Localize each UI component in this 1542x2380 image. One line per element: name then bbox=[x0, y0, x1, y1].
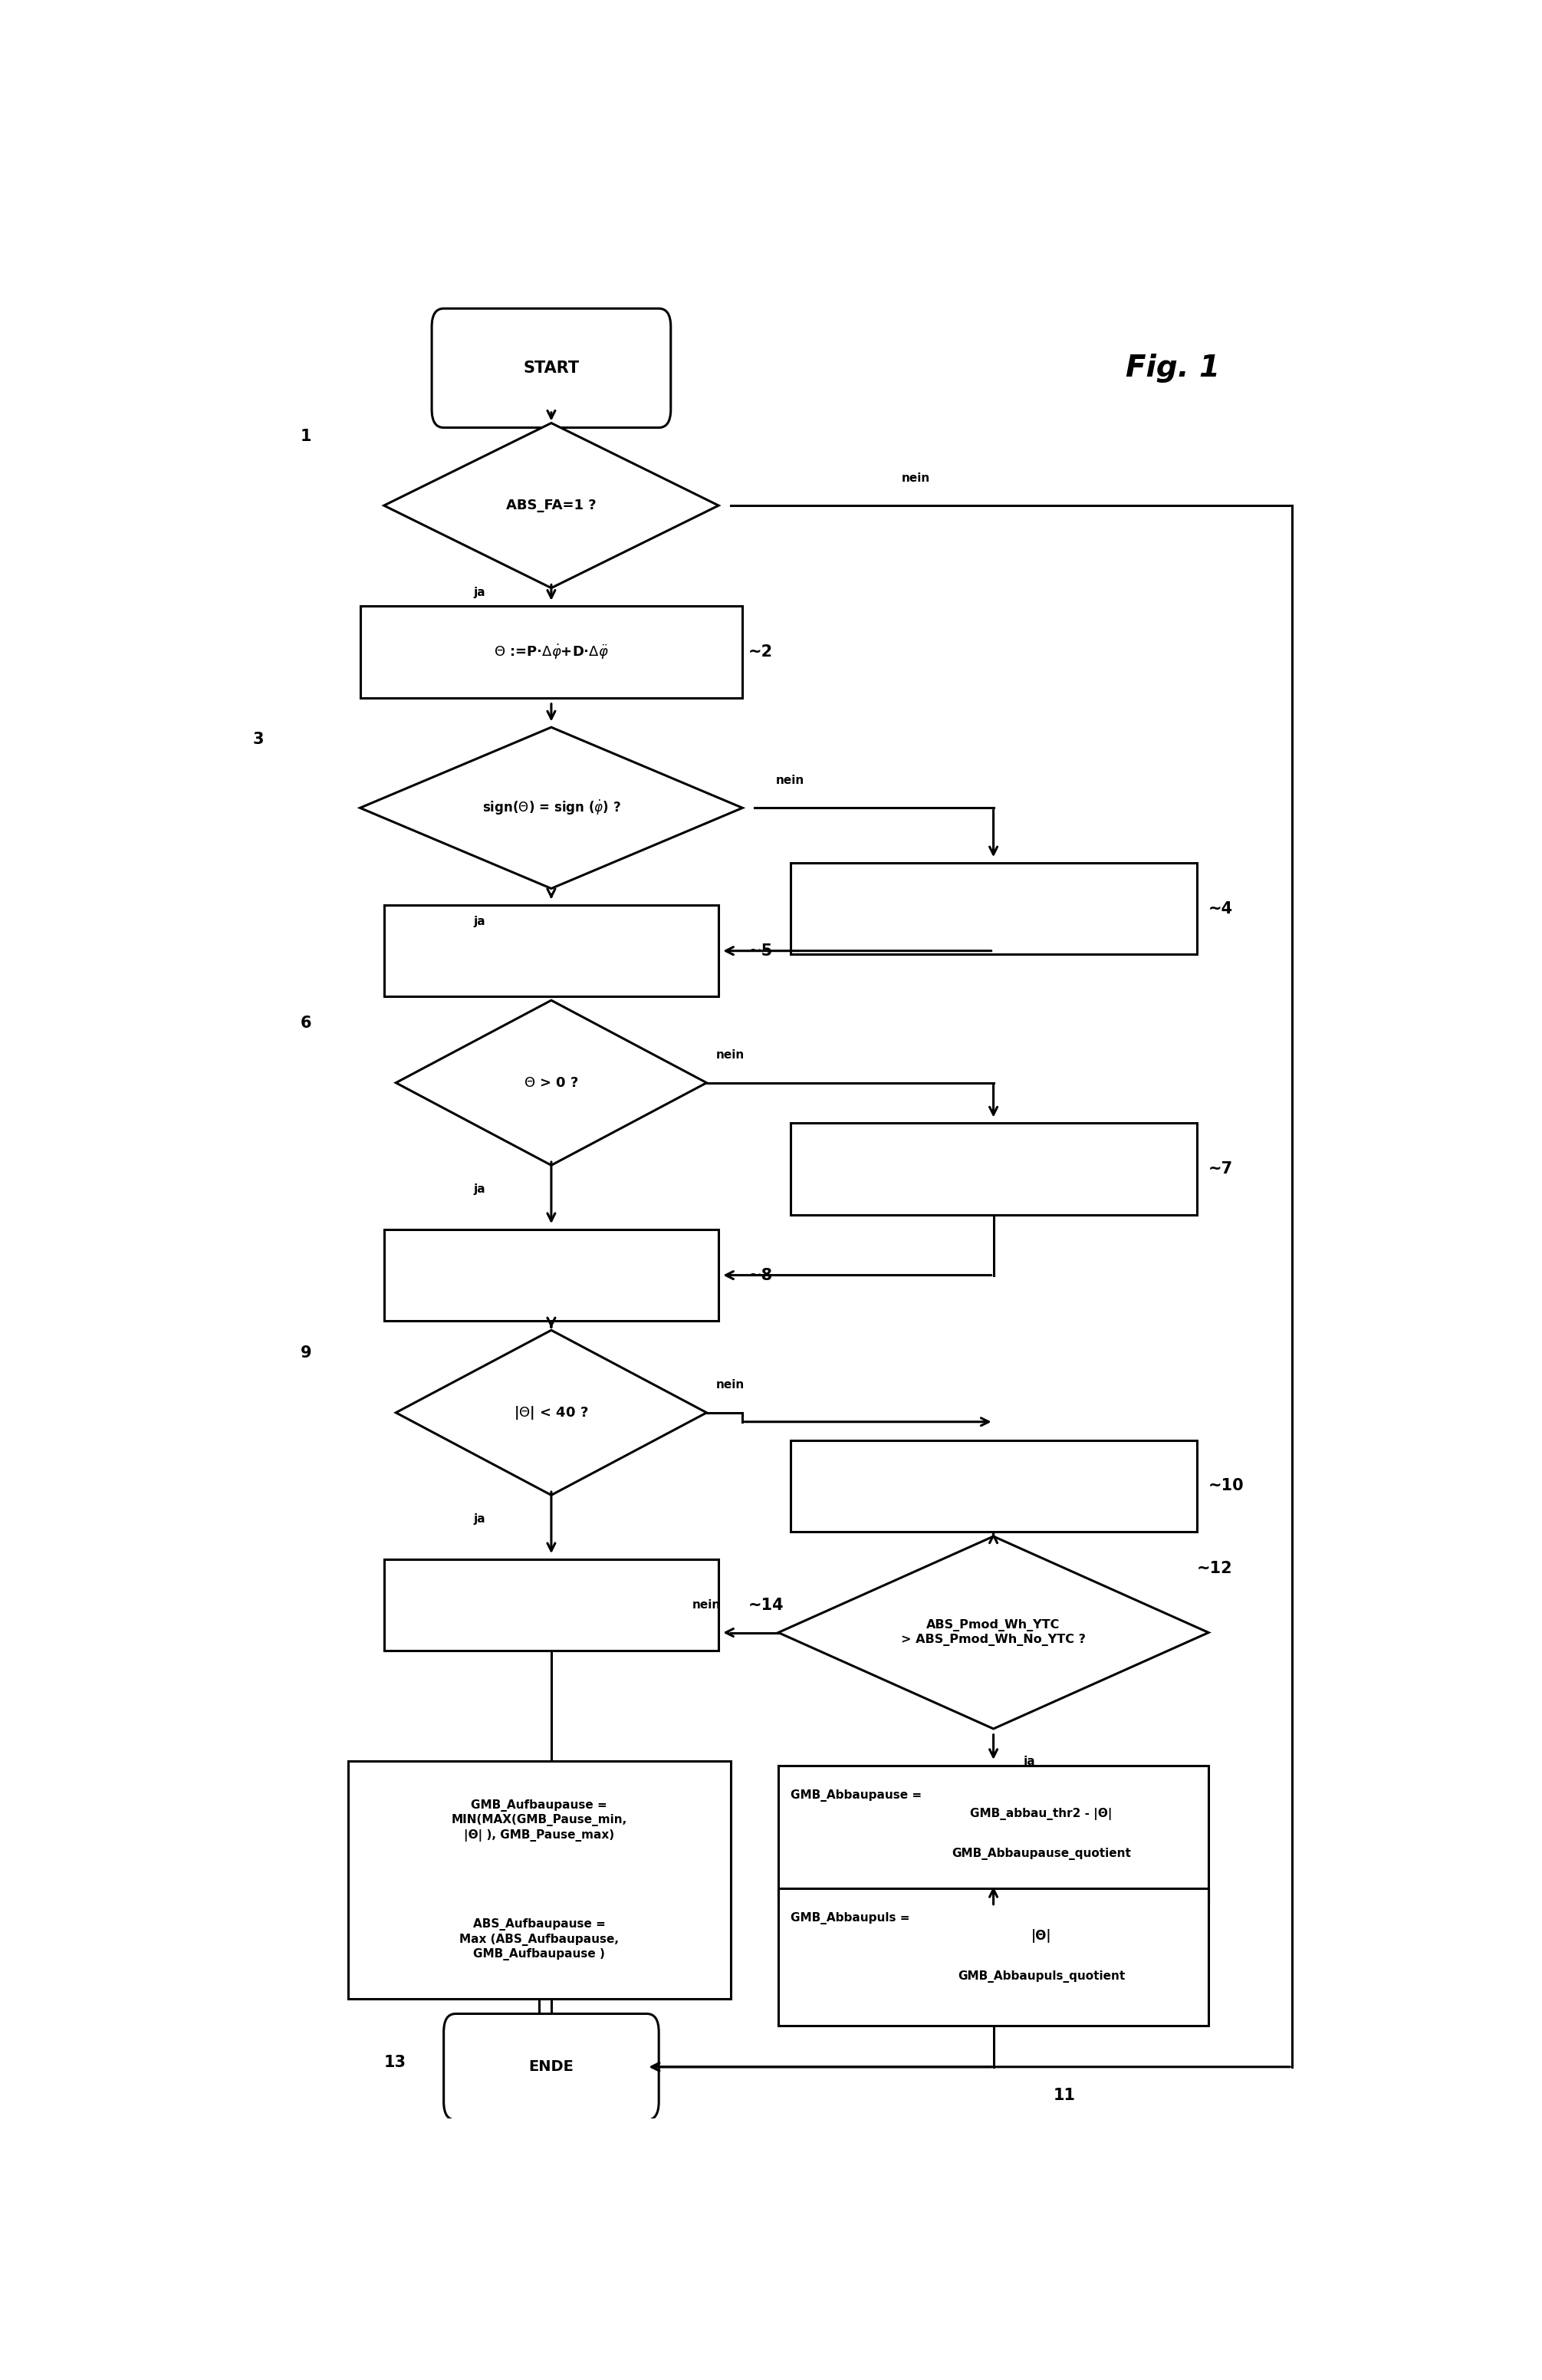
Text: nein: nein bbox=[776, 774, 805, 785]
Text: START: START bbox=[523, 359, 580, 376]
Bar bbox=[790, 1123, 1197, 1214]
Text: ja: ja bbox=[473, 588, 486, 597]
Text: 9: 9 bbox=[301, 1345, 311, 1361]
Text: GMB_Aufbaupause =
MIN(MAX(GMB_Pause_min,
|Θ| ), GMB_Pause_max): GMB_Aufbaupause = MIN(MAX(GMB_Pause_min,… bbox=[452, 1799, 628, 1842]
Text: 1: 1 bbox=[301, 428, 311, 445]
Text: 11: 11 bbox=[1053, 2087, 1075, 2104]
Text: ~10: ~10 bbox=[1209, 1478, 1244, 1495]
Text: ~5: ~5 bbox=[748, 942, 773, 959]
Text: ABS_FA=1 ?: ABS_FA=1 ? bbox=[506, 497, 597, 512]
Text: ENDE: ENDE bbox=[529, 2059, 574, 2075]
Polygon shape bbox=[396, 1330, 706, 1495]
Polygon shape bbox=[396, 1000, 706, 1166]
Text: $\Theta$ :=P·$\Delta\dot{\varphi}$+D·$\Delta\ddot{\varphi}$: $\Theta$ :=P·$\Delta\dot{\varphi}$+D·$\D… bbox=[493, 643, 609, 662]
Text: GMB_abbau_thr2 - |Θ|: GMB_abbau_thr2 - |Θ| bbox=[970, 1809, 1112, 1821]
Text: ja: ja bbox=[1024, 1756, 1035, 1768]
Text: ~2: ~2 bbox=[748, 645, 773, 659]
Text: nein: nein bbox=[715, 1050, 745, 1061]
Bar bbox=[790, 864, 1197, 954]
Text: GMB_Abbaupause_quotient: GMB_Abbaupause_quotient bbox=[951, 1847, 1130, 1861]
Text: 6: 6 bbox=[301, 1016, 311, 1031]
Text: ja: ja bbox=[473, 1514, 486, 1526]
Text: sign($\Theta$) = sign ($\dot{\varphi}$) ?: sign($\Theta$) = sign ($\dot{\varphi}$) … bbox=[483, 800, 620, 816]
Polygon shape bbox=[779, 1537, 1209, 1728]
Text: ja: ja bbox=[473, 916, 486, 928]
Polygon shape bbox=[384, 424, 719, 588]
Text: |Θ|: |Θ| bbox=[1032, 1930, 1052, 1942]
Text: ABS_Pmod_Wh_YTC
> ABS_Pmod_Wh_No_YTC ?: ABS_Pmod_Wh_YTC > ABS_Pmod_Wh_No_YTC ? bbox=[901, 1618, 1086, 1645]
Bar bbox=[790, 1440, 1197, 1533]
Text: nein: nein bbox=[902, 471, 930, 483]
Bar bbox=[384, 904, 719, 997]
Bar bbox=[779, 1887, 1209, 2025]
Text: ~12: ~12 bbox=[1197, 1561, 1232, 1576]
Polygon shape bbox=[359, 728, 743, 888]
Bar bbox=[348, 1761, 731, 1999]
Text: 3: 3 bbox=[253, 731, 264, 747]
Text: GMB_Abbaupause =: GMB_Abbaupause = bbox=[790, 1790, 922, 1802]
Text: ja: ja bbox=[473, 1183, 486, 1195]
Text: 13: 13 bbox=[384, 2054, 406, 2071]
Text: nein: nein bbox=[692, 1599, 722, 1611]
Text: nein: nein bbox=[715, 1380, 745, 1390]
Bar bbox=[384, 1559, 719, 1652]
Text: $\Theta$ > 0 ?: $\Theta$ > 0 ? bbox=[524, 1076, 578, 1090]
Text: ~14: ~14 bbox=[748, 1597, 785, 1614]
Bar bbox=[779, 1766, 1209, 1904]
Text: ~7: ~7 bbox=[1209, 1161, 1234, 1176]
FancyBboxPatch shape bbox=[432, 309, 671, 428]
Bar bbox=[384, 1230, 719, 1321]
Text: GMB_Abbaupuls =: GMB_Abbaupuls = bbox=[790, 1911, 910, 1925]
Text: |$\Theta$| < 40 ?: |$\Theta$| < 40 ? bbox=[513, 1404, 589, 1421]
Bar bbox=[359, 607, 742, 697]
Text: Fig. 1: Fig. 1 bbox=[1126, 355, 1220, 383]
FancyBboxPatch shape bbox=[444, 2013, 658, 2121]
Text: ~4: ~4 bbox=[1209, 902, 1234, 916]
Text: ~8: ~8 bbox=[748, 1269, 773, 1283]
Text: ABS_Aufbaupause =
Max (ABS_Aufbaupause,
GMB_Aufbaupause ): ABS_Aufbaupause = Max (ABS_Aufbaupause, … bbox=[460, 1918, 618, 1961]
Text: GMB_Abbaupuls_quotient: GMB_Abbaupuls_quotient bbox=[958, 1971, 1126, 1983]
